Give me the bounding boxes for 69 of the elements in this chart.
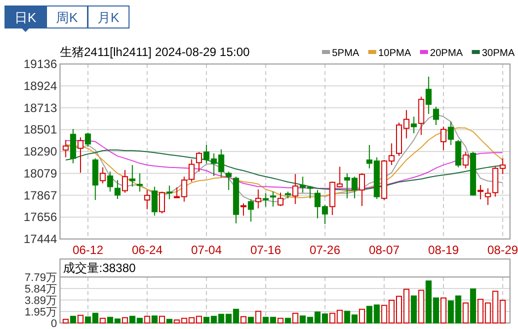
text: 周K [56, 10, 78, 25]
candlestick [129, 164, 136, 188]
legend-label: 5PMA [332, 48, 360, 59]
bar [100, 318, 106, 324]
x-tick-label: 07-16 [250, 243, 282, 257]
candlestick [107, 171, 114, 192]
x-tick-label: 07-04 [191, 243, 222, 257]
bar [255, 310, 262, 324]
legend-label: 30PMA [482, 48, 515, 59]
legend-label: 20PMA [430, 48, 464, 59]
y-tick-label: 5.84万 [24, 284, 57, 296]
candlestick [62, 140, 69, 158]
bar [166, 318, 172, 324]
bar [248, 316, 254, 324]
x-tick-label: 07-26 [310, 243, 341, 257]
bar [462, 302, 469, 324]
bar [470, 288, 476, 324]
y-tick-label: 19136 [24, 57, 58, 71]
bar [277, 318, 284, 324]
candlestick [462, 151, 469, 169]
text: 月K [98, 10, 120, 25]
candlestick [255, 188, 262, 209]
chart-title: 成交量:38380 [63, 261, 136, 275]
y-tick-label: 1.95万 [24, 306, 57, 318]
candlestick [100, 166, 106, 184]
chart-title: 生猪2411[lh2411] 2024-08-29 15:00 [60, 45, 250, 59]
bar [78, 314, 84, 324]
candlestick [477, 184, 484, 200]
bar [440, 297, 446, 324]
bar [122, 317, 128, 324]
y-tick-label: 18924 [24, 78, 58, 93]
x-tick-label: 06-24 [132, 243, 163, 257]
y-tick-label: 17656 [24, 210, 58, 224]
bar [152, 315, 158, 324]
y-tick-label: 17867 [24, 188, 58, 202]
candlestick [270, 191, 276, 208]
legend-label: 10PMA [378, 48, 412, 59]
bar [358, 308, 365, 324]
bar [410, 295, 417, 324]
bar [62, 318, 69, 324]
candlestick [484, 188, 491, 206]
x-tick-label: 08-07 [368, 243, 400, 257]
candlestick [410, 116, 417, 134]
candlestick [418, 96, 424, 136]
candlestick [440, 126, 446, 151]
candlestick [292, 174, 298, 205]
y-tick-label: 18713 [24, 100, 58, 115]
x-tick-label: 08-19 [428, 243, 460, 257]
candlestick [166, 185, 172, 200]
bar [284, 318, 291, 324]
y-tick-label: 18501 [24, 122, 58, 137]
x-tick-label: 08-29 [487, 243, 518, 257]
bar [240, 316, 246, 324]
bar [144, 316, 150, 324]
bar [292, 312, 298, 324]
candlestick [144, 189, 150, 210]
candlestick [70, 128, 76, 164]
x-tick-label: 06-12 [72, 243, 104, 257]
text: 日K [14, 10, 37, 25]
y-tick-label: 0 [50, 318, 57, 329]
y-tick-label: 7.79万 [24, 272, 57, 284]
y-tick-label: 3.89万 [24, 295, 57, 308]
y-tick-label: 17444 [24, 232, 58, 246]
y-tick-label: 18079 [24, 166, 58, 180]
bar [70, 316, 76, 324]
bar [418, 290, 424, 324]
y-tick-label: 18290 [24, 144, 58, 158]
candlestick [426, 76, 432, 114]
bar [158, 316, 165, 324]
